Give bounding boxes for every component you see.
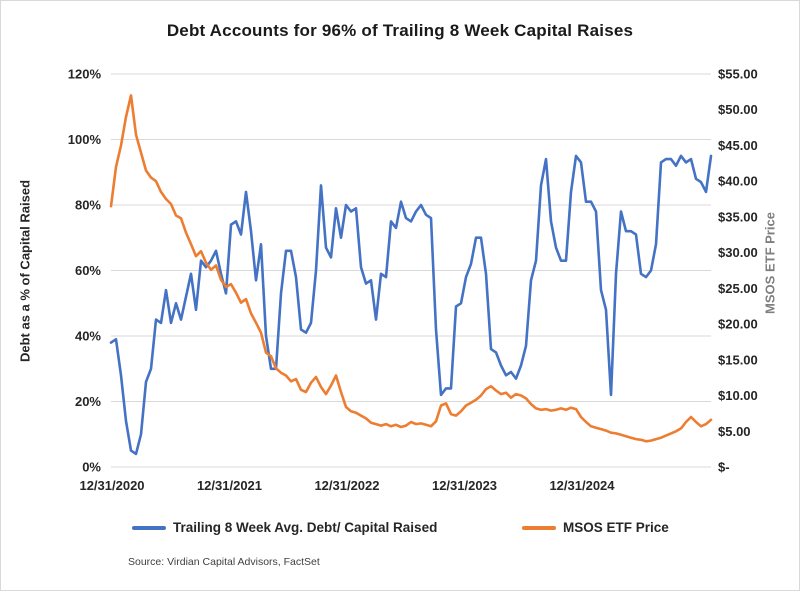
svg-text:$25.00: $25.00 — [718, 281, 758, 296]
legend-label-msos: MSOS ETF Price — [563, 520, 669, 535]
svg-text:0%: 0% — [82, 460, 101, 475]
debt-series-swatch-icon — [132, 525, 166, 530]
svg-text:12/31/2024: 12/31/2024 — [549, 478, 615, 493]
svg-text:12/31/2022: 12/31/2022 — [314, 478, 379, 493]
svg-text:$-: $- — [718, 460, 730, 475]
svg-text:100%: 100% — [68, 132, 102, 147]
svg-text:$30.00: $30.00 — [718, 245, 758, 260]
svg-text:12/31/2020: 12/31/2020 — [79, 478, 144, 493]
svg-text:80%: 80% — [75, 198, 101, 213]
svg-text:$5.00: $5.00 — [718, 424, 751, 439]
svg-text:$10.00: $10.00 — [718, 388, 758, 403]
svg-text:12/31/2023: 12/31/2023 — [432, 478, 497, 493]
svg-text:$50.00: $50.00 — [718, 102, 758, 117]
svg-text:$45.00: $45.00 — [718, 138, 758, 153]
right-axis-title: MSOS ETF Price — [762, 212, 778, 314]
svg-text:12/31/2021: 12/31/2021 — [197, 478, 262, 493]
svg-text:$35.00: $35.00 — [718, 209, 758, 224]
left-axis-title: Debt as a % of Capital Raised — [17, 179, 33, 363]
legend-label-debt: Trailing 8 Week Avg. Debt/ Capital Raise… — [173, 520, 438, 535]
svg-text:60%: 60% — [75, 263, 101, 278]
legend-item-msos: MSOS ETF Price — [522, 520, 669, 535]
source-note: Source: Virdian Capital Advisors, FactSe… — [128, 556, 320, 568]
svg-text:40%: 40% — [75, 329, 101, 344]
msos-series-swatch-icon — [522, 525, 556, 530]
svg-text:$20.00: $20.00 — [718, 317, 758, 332]
svg-text:$55.00: $55.00 — [718, 67, 758, 82]
svg-text:$40.00: $40.00 — [718, 174, 758, 189]
legend-item-debt: Trailing 8 Week Avg. Debt/ Capital Raise… — [132, 520, 437, 535]
chart-title: Debt Accounts for 96% of Trailing 8 Week… — [166, 21, 634, 40]
svg-text:20%: 20% — [75, 394, 101, 409]
svg-text:$15.00: $15.00 — [718, 352, 758, 367]
svg-text:120%: 120% — [68, 67, 102, 82]
